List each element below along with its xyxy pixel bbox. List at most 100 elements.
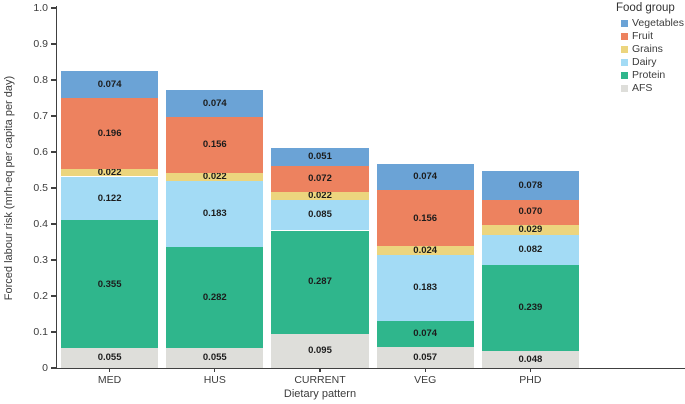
bar-segment-protein-hus: 0.282 bbox=[166, 246, 264, 349]
legend-label: Grains bbox=[632, 43, 663, 56]
legend-item-vegetables: Vegetables bbox=[616, 17, 684, 30]
segment-value-label: 0.022 bbox=[202, 171, 227, 183]
x-tick-label-med: MED bbox=[97, 374, 122, 386]
x-axis-title: Dietary pattern bbox=[283, 388, 357, 400]
segment-value-label: 0.022 bbox=[308, 190, 332, 202]
segment-value-label: 0.122 bbox=[97, 192, 122, 204]
y-tick-mark bbox=[51, 259, 56, 261]
segment-value-label: 0.022 bbox=[97, 166, 122, 178]
segment-value-label: 0.183 bbox=[413, 282, 438, 294]
bar-segment-dairy-hus: 0.183 bbox=[166, 180, 264, 247]
segment-value-label: 0.156 bbox=[413, 212, 438, 224]
y-tick-label: 0.3 bbox=[33, 254, 48, 266]
y-tick-mark bbox=[51, 223, 56, 225]
bar-segment-grains-phd: 0.029 bbox=[481, 224, 579, 236]
x-tick-mark bbox=[214, 368, 216, 372]
segment-value-label: 0.074 bbox=[97, 78, 122, 90]
bar-segment-grains-current: 0.022 bbox=[271, 190, 369, 202]
bar-segment-protein-veg: 0.074 bbox=[376, 320, 474, 348]
y-tick-label: 0.9 bbox=[33, 38, 48, 50]
legend-swatch-grains bbox=[621, 46, 628, 53]
legend-item-protein: Protein bbox=[616, 69, 684, 82]
segment-value-label: 0.074 bbox=[413, 328, 438, 340]
y-tick-label: 0.5 bbox=[33, 182, 48, 194]
segment-value-label: 0.355 bbox=[97, 278, 122, 290]
bar-segment-dairy-phd: 0.082 bbox=[481, 235, 579, 265]
segment-value-label: 0.085 bbox=[308, 209, 332, 221]
segment-value-label: 0.183 bbox=[202, 208, 227, 219]
segment-value-label: 0.057 bbox=[413, 351, 438, 363]
bar-segment-afs-med: 0.055 bbox=[61, 348, 159, 368]
x-tick-mark bbox=[109, 368, 111, 372]
segment-value-label: 0.029 bbox=[518, 224, 543, 236]
y-tick-mark bbox=[51, 115, 56, 117]
y-tick-label: 0.6 bbox=[33, 146, 48, 158]
y-tick-mark bbox=[51, 331, 56, 333]
y-tick-label: 1.0 bbox=[33, 2, 48, 14]
segment-value-label: 0.055 bbox=[97, 352, 122, 364]
segment-value-label: 0.074 bbox=[202, 97, 227, 109]
bar-segment-vegetables-veg: 0.074 bbox=[376, 163, 474, 191]
bar-segment-afs-current: 0.095 bbox=[271, 333, 369, 368]
bar-segment-vegetables-hus: 0.074 bbox=[166, 90, 264, 117]
legend-item-grains: Grains bbox=[616, 43, 684, 56]
y-tick-mark bbox=[51, 43, 56, 45]
bar-segment-grains-veg: 0.024 bbox=[376, 244, 474, 256]
bar-segment-fruit-phd: 0.070 bbox=[481, 199, 579, 225]
legend-item-fruit: Fruit bbox=[616, 30, 684, 43]
x-tick-label-current: CURRENT bbox=[294, 374, 346, 386]
legend-swatch-dairy bbox=[621, 59, 628, 66]
segment-value-label: 0.074 bbox=[413, 171, 438, 183]
segment-value-label: 0.024 bbox=[413, 244, 438, 256]
legend-label: Vegetables bbox=[632, 17, 684, 30]
x-tick-label-hus: HUS bbox=[203, 374, 226, 386]
y-tick-mark bbox=[51, 295, 56, 297]
segment-value-label: 0.072 bbox=[308, 173, 332, 185]
segment-value-label: 0.282 bbox=[202, 291, 227, 303]
legend-label: AFS bbox=[632, 82, 653, 95]
x-tick-mark bbox=[319, 368, 321, 372]
x-tick-label-veg: VEG bbox=[414, 374, 437, 386]
bar-segment-afs-veg: 0.057 bbox=[376, 347, 474, 368]
y-axis-line bbox=[55, 6, 57, 368]
bar-segment-afs-phd: 0.048 bbox=[481, 350, 579, 368]
bar-segment-dairy-current: 0.085 bbox=[271, 199, 369, 231]
legend-swatch-vegetables bbox=[621, 20, 628, 27]
segment-value-label: 0.095 bbox=[308, 345, 332, 357]
legend-item-afs: AFS bbox=[616, 82, 684, 95]
x-tick-label-phd: PHD bbox=[519, 374, 542, 386]
bar-segment-grains-hus: 0.022 bbox=[166, 171, 264, 183]
segment-value-label: 0.070 bbox=[518, 206, 543, 218]
legend-swatch-fruit bbox=[621, 33, 628, 40]
y-tick-mark bbox=[51, 187, 56, 189]
x-axis-line bbox=[55, 367, 685, 369]
bar-segment-dairy-veg: 0.183 bbox=[376, 254, 474, 321]
legend: Food group Vegetables Fruit Grains Dairy Pro… bbox=[616, 2, 684, 95]
y-tick-label: 0.4 bbox=[33, 218, 48, 230]
y-tick-label: 0.7 bbox=[33, 110, 48, 122]
bar-segment-vegetables-phd: 0.078 bbox=[481, 171, 579, 200]
y-tick-mark bbox=[51, 367, 56, 369]
y-tick-mark bbox=[51, 151, 56, 153]
legend-label: Protein bbox=[632, 69, 666, 82]
y-tick-label: 0 bbox=[42, 362, 48, 374]
segment-value-label: 0.078 bbox=[518, 179, 543, 191]
bar-segment-afs-hus: 0.055 bbox=[166, 348, 264, 368]
y-tick-label: 0.2 bbox=[33, 290, 48, 302]
segment-value-label: 0.055 bbox=[202, 352, 227, 364]
legend-swatch-afs bbox=[621, 85, 628, 92]
bar-segment-fruit-med: 0.196 bbox=[61, 98, 159, 169]
bar-segment-protein-phd: 0.239 bbox=[481, 264, 579, 351]
segment-value-label: 0.287 bbox=[308, 276, 332, 288]
bar-segment-fruit-hus: 0.156 bbox=[166, 116, 264, 173]
bar-segment-protein-med: 0.355 bbox=[61, 220, 159, 349]
y-tick-mark bbox=[51, 7, 56, 9]
legend-title: Food group bbox=[616, 2, 675, 14]
bar-segment-fruit-current: 0.072 bbox=[271, 166, 369, 192]
bar-segment-vegetables-med: 0.074 bbox=[61, 71, 159, 98]
bar-segment-fruit-veg: 0.156 bbox=[376, 190, 474, 247]
legend-swatch-protein bbox=[621, 72, 628, 79]
x-tick-mark bbox=[529, 368, 531, 372]
legend-items: Vegetables Fruit Grains Dairy Protein AFS bbox=[616, 17, 684, 95]
y-tick-label: 0.8 bbox=[33, 74, 48, 86]
